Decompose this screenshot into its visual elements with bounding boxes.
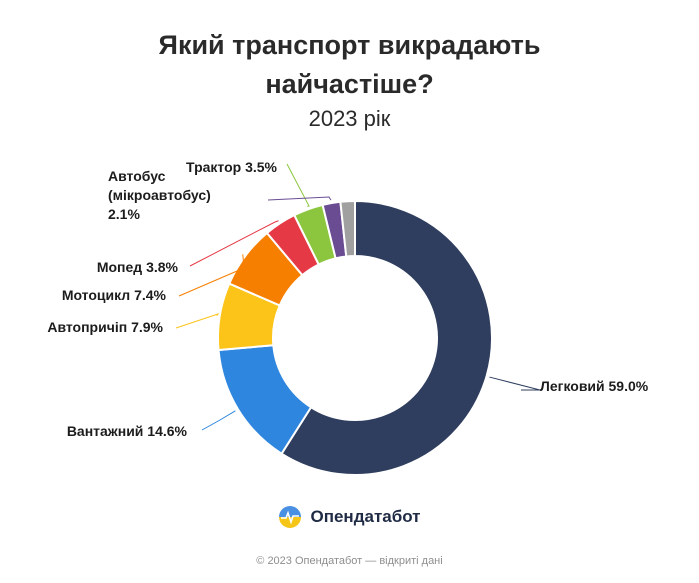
opendatabot-logo-icon <box>279 506 302 528</box>
chart-title-line2: найчастіше? <box>265 69 434 99</box>
data-label-мотоцикл: Мотоцикл 7.4% <box>62 287 167 303</box>
data-label-автобус-мікроавтобус: Автобус (мікроавтобус) 2.1% <box>108 168 211 222</box>
leader-line-вантажний <box>201 410 236 431</box>
chart-title-line1: Який транспорт викрадають <box>158 30 541 60</box>
slice-other <box>339 199 356 258</box>
leader-line-автопричіп <box>175 313 220 329</box>
leader-line-трактор <box>286 163 310 207</box>
leader-line-мопед <box>189 220 279 267</box>
data-label-легковий: Легковий 59.0% <box>540 378 649 394</box>
footer-credit: © 2023 Опендатабот — відкриті дані <box>256 555 443 567</box>
brand: Опендатабот <box>0 505 699 529</box>
leader-line-мотоцикл <box>178 254 245 297</box>
leader-line-автобус-мікроавтобус <box>267 196 332 201</box>
data-label-мопед: Мопед 3.8% <box>97 259 179 275</box>
chart-subtitle: 2023 рік <box>308 106 391 131</box>
leader-line-легковий <box>489 376 541 391</box>
slice-легковий <box>280 199 493 476</box>
data-label-трактор: Трактор 3.5% <box>186 159 277 175</box>
brand-name: Опендатабот <box>310 507 421 526</box>
data-label-автопричіп: Автопричіп 7.9% <box>47 319 163 335</box>
data-label-вантажний: Вантажний 14.6% <box>67 423 188 439</box>
